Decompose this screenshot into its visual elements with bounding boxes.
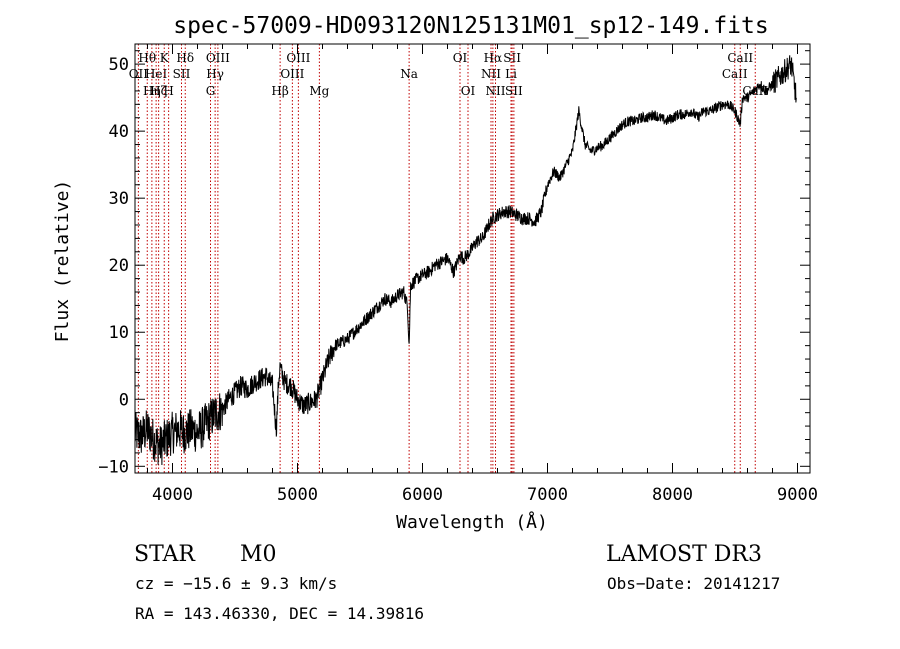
x-tick-label-1: 5000: [277, 485, 318, 505]
line-label-5: K: [160, 51, 170, 65]
line-label-14: OIII: [286, 51, 310, 65]
y-axis-label: Flux (relative): [52, 180, 73, 343]
line-label-21: NII: [486, 84, 506, 98]
line-label-7: SII: [173, 67, 191, 81]
spectrum-line-0: [134, 55, 797, 466]
x-tick-label-0: 4000: [152, 485, 193, 505]
line-label-9: G: [206, 84, 216, 98]
line-label-19: NII: [481, 67, 501, 81]
y-tick-label-3: 20: [109, 256, 129, 276]
y-tick-label-4: 30: [109, 189, 129, 209]
object-class: STAR: [134, 542, 196, 567]
y-tick-label-1: 0: [119, 390, 129, 410]
line-label-25: CaII: [722, 67, 748, 81]
line-label-20: Hα: [484, 51, 503, 65]
x-axis-label: Wavelength (Å): [396, 511, 548, 533]
line-label-17: OI: [453, 51, 468, 65]
x-tick-label-5: 9000: [777, 485, 818, 505]
line-label-10: Hγ: [206, 67, 224, 81]
line-label-23: SII: [503, 51, 521, 65]
chart-title: spec-57009-HD093120N125131M01_sp12-149.f…: [173, 13, 768, 39]
line-label-15: Mg: [309, 84, 329, 98]
object-subclass: M0: [240, 542, 277, 567]
line-label-4: Hζ: [150, 84, 167, 98]
emission-line-markers: OIIHθHηHeIHζKHSIIHδGHγOIIIHβOIIIOIIIMgNa…: [129, 44, 768, 473]
line-label-8: Hδ: [176, 51, 194, 65]
line-label-26: CaII: [727, 51, 753, 65]
line-label-6: H: [163, 84, 173, 98]
line-label-1: Hθ: [138, 51, 156, 65]
line-label-3: HeI: [145, 67, 168, 81]
y-tick-label-5: 40: [109, 122, 129, 142]
y-tick-label-2: 10: [109, 323, 129, 343]
line-label-11: OIII: [206, 51, 230, 65]
line-label-0: OII: [129, 67, 149, 81]
plot-frame: [134, 43, 811, 474]
line-label-24: SII: [505, 84, 523, 98]
coordinates: RA = 143.46330, DEC = 14.39816: [135, 604, 424, 623]
axis-ticks: 4000 5000 6000 7000 8000 9000 −10 0 10 20 30 40 50: [98, 44, 818, 505]
line-label-13: OIII: [280, 67, 304, 81]
redshift-cz: cz = −15.6 ± 9.3 km/s: [135, 574, 337, 593]
line-label-22: Li: [505, 67, 517, 81]
survey-name: LAMOST DR3: [606, 542, 762, 567]
y-tick-label-6: 50: [109, 55, 129, 75]
line-label-18: OI: [461, 84, 476, 98]
x-tick-label-2: 6000: [402, 485, 443, 505]
spectrum-series: [134, 55, 797, 466]
y-tick-label-0: −10: [98, 457, 129, 477]
line-label-16: Na: [400, 67, 418, 81]
x-tick-label-4: 8000: [652, 485, 693, 505]
line-label-12: Hβ: [271, 84, 288, 98]
x-tick-label-3: 7000: [527, 485, 568, 505]
observation-date: Obs−Date: 20141217: [607, 574, 780, 593]
